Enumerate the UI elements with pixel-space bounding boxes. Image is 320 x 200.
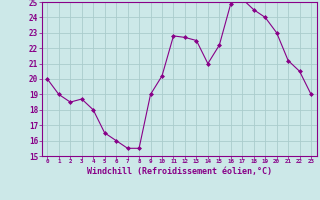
X-axis label: Windchill (Refroidissement éolien,°C): Windchill (Refroidissement éolien,°C) bbox=[87, 167, 272, 176]
